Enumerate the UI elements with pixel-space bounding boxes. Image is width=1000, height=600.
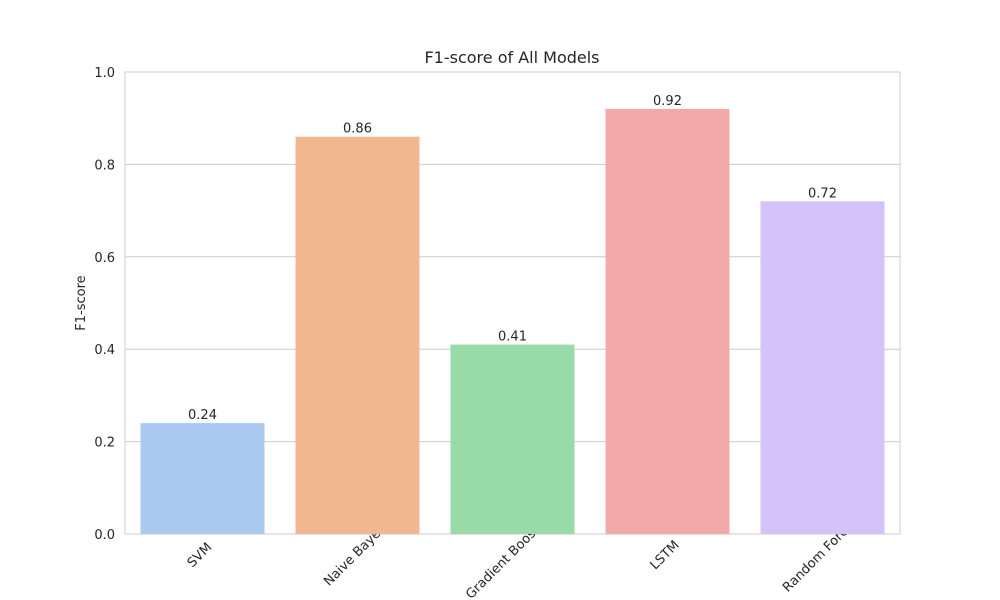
- y-tick-label: 0.8: [94, 158, 115, 173]
- y-tick-label: 0.6: [94, 251, 115, 266]
- y-tick-label: 0.4: [94, 343, 115, 358]
- value-label: 0.41: [498, 330, 527, 345]
- value-label: 0.72: [808, 186, 837, 201]
- x-tick-label: SVM: [185, 540, 216, 571]
- y-tick-label: 1.0: [94, 66, 115, 81]
- bar: [450, 344, 575, 534]
- bar: [605, 108, 730, 535]
- y-tick-label: 0.0: [94, 528, 115, 543]
- y-tick-label: 0.2: [94, 436, 115, 451]
- chart-title: F1-score of All Models: [424, 48, 599, 67]
- bar: [140, 423, 265, 534]
- y-axis-label: F1-score: [74, 275, 89, 330]
- bar: [760, 201, 885, 535]
- value-label: 0.86: [343, 122, 372, 137]
- bar: [295, 136, 420, 534]
- value-label: 0.24: [188, 408, 217, 423]
- x-tick-label: LSTM: [647, 538, 682, 573]
- value-label: 0.92: [653, 94, 682, 109]
